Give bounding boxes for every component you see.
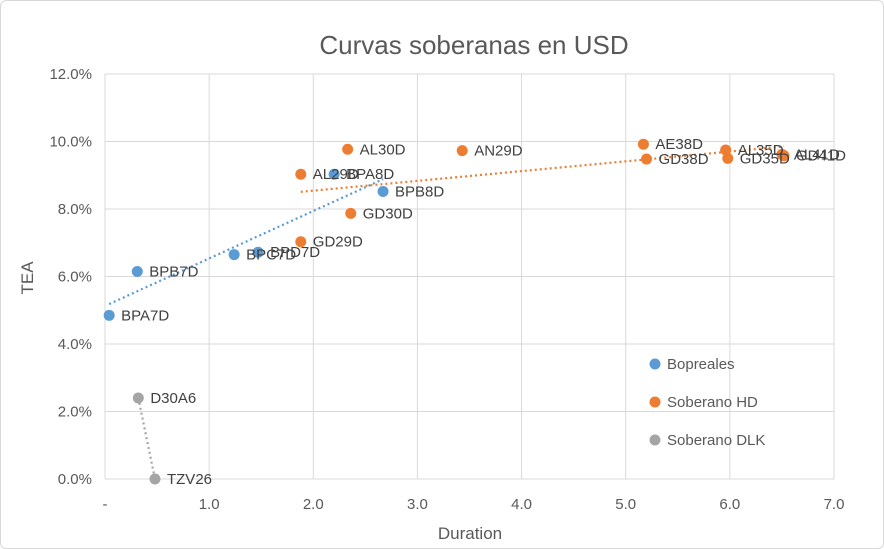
data-point	[637, 138, 649, 150]
data-label: BPA7D	[121, 307, 169, 324]
legend-label: Soberano HD	[667, 394, 758, 411]
data-label: AL30D	[360, 141, 406, 158]
data-label: BPC7D	[246, 247, 296, 264]
data-point	[345, 207, 357, 219]
legend-marker	[649, 434, 661, 446]
trendline-0	[108, 178, 384, 306]
data-points	[103, 138, 790, 485]
data-point	[778, 150, 790, 162]
data-label: GD41D	[796, 148, 846, 165]
data-point	[722, 152, 734, 164]
data-label: AE38D	[655, 136, 703, 153]
x-tick-label: 6.0	[719, 496, 740, 513]
data-label: BPB8D	[395, 183, 444, 200]
data-label: GD35D	[740, 150, 790, 167]
trendline-2	[137, 397, 157, 480]
data-label: TZV26	[167, 471, 212, 488]
data-point	[342, 143, 354, 155]
data-point	[456, 145, 468, 157]
data-point	[720, 144, 732, 156]
y-axis-title: TEA	[18, 261, 37, 295]
data-label: GD29D	[313, 234, 363, 251]
x-tick-label: -	[103, 496, 108, 513]
y-tick-label: 10.0%	[49, 134, 92, 151]
x-tick-label: 2.0	[303, 496, 324, 513]
data-point	[132, 392, 144, 404]
trendline-1	[300, 145, 785, 193]
data-point	[228, 249, 240, 261]
y-tick-label: 8.0%	[58, 201, 92, 218]
data-point	[131, 265, 143, 277]
legend-marker	[649, 396, 661, 408]
x-tick-label: 1.0	[199, 496, 220, 513]
data-point	[295, 168, 307, 180]
x-tick-label: 3.0	[407, 496, 428, 513]
data-point	[295, 236, 307, 248]
data-label: GD30D	[363, 205, 413, 222]
data-point	[252, 246, 264, 258]
data-label: AN29D	[474, 143, 523, 160]
data-point	[149, 473, 161, 485]
x-axis-title: Duration	[438, 524, 502, 543]
data-point	[377, 185, 389, 197]
y-tick-label: 4.0%	[58, 336, 92, 353]
data-label: D30A6	[150, 390, 196, 407]
data-label: BPA8D	[346, 166, 394, 183]
gridlines	[104, 73, 835, 480]
data-point	[641, 153, 653, 165]
x-axis-ticks: - 1.0 2.0 3.0 4.0 5.0 6.0 7.0	[103, 496, 845, 513]
x-tick-label: 5.0	[615, 496, 636, 513]
legend-label: Bopreales	[667, 356, 735, 373]
y-tick-label: 2.0%	[58, 404, 92, 421]
legend-marker	[649, 358, 661, 370]
chart-title: Curvas soberanas en USD	[319, 30, 628, 60]
trendlines	[108, 145, 785, 480]
data-label: AL35D	[738, 142, 784, 159]
x-tick-label: 7.0	[824, 496, 845, 513]
data-label: BPD7D	[270, 244, 320, 261]
y-tick-label: 6.0%	[58, 269, 92, 286]
x-tick-label: 4.0	[511, 496, 532, 513]
data-label: BPB7D	[149, 263, 198, 280]
y-tick-label: 0.0%	[58, 471, 92, 488]
legend: Bopreales Soberano HD Soberano DLK	[649, 356, 765, 449]
data-label: AL41D	[794, 146, 840, 163]
data-label: AL29D	[313, 166, 359, 183]
data-point	[103, 309, 115, 321]
data-point	[328, 168, 340, 180]
data-label: GD38D	[659, 151, 709, 168]
legend-label: Soberano DLK	[667, 432, 765, 449]
y-axis-ticks: 0.0% 2.0% 4.0% 6.0% 8.0% 10.0% 12.0%	[49, 66, 92, 488]
y-tick-label: 12.0%	[49, 66, 92, 83]
